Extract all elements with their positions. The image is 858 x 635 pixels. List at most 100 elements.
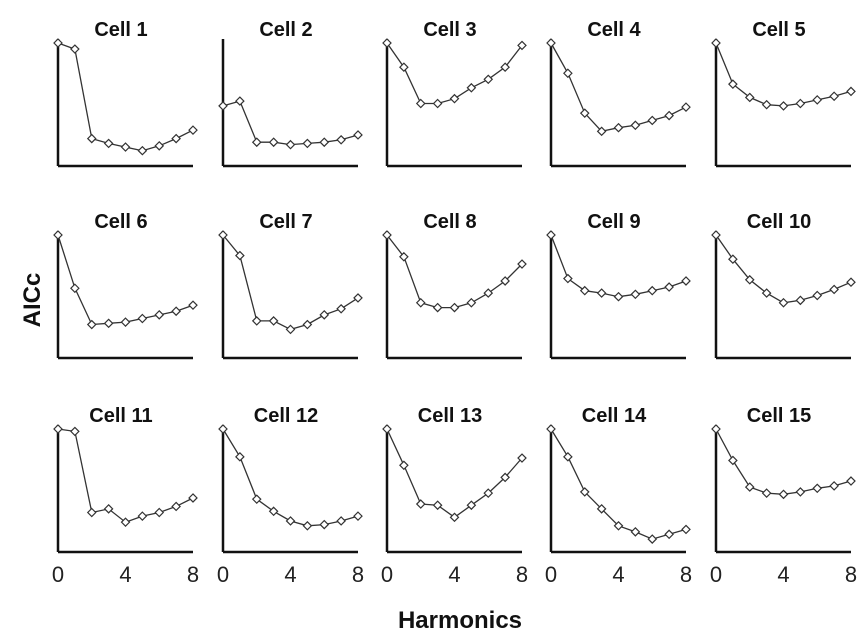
data-point [251,494,262,505]
panel-title: Cell 12 [254,405,318,427]
data-point [613,291,624,302]
data-point [120,317,131,327]
data-point [630,527,641,537]
data-point [120,517,131,528]
series-line [222,234,359,331]
data-point [449,302,460,313]
data-point [761,288,772,298]
data-point [171,501,181,512]
data-point [235,451,245,462]
small-multiples-grid: Cell 1 Cell 2 Cell 3 Cell 4 Cell 5 Cell 6 Cell… [52,19,857,587]
x-tick-label: 4 [448,562,460,587]
panel-13: Cell 13 0 4 8 [381,405,528,587]
data-point [795,295,806,306]
x-tick-label: 0 [52,562,64,587]
data-point [103,504,114,514]
data-point [235,96,245,106]
data-point [415,297,426,308]
data-point [353,293,363,303]
data-point [846,476,856,486]
data-point [70,44,80,54]
x-tick-label: 0 [217,562,229,587]
data-point [517,453,527,463]
series-line [222,100,359,146]
data-point [517,259,527,269]
data-point [218,424,228,434]
panel-9: Cell 9 [546,211,691,360]
data-point [812,95,823,105]
data-point [466,82,477,93]
data-point [432,500,443,511]
data-point [103,138,114,149]
data-point [596,288,607,298]
data-point [846,277,856,288]
x-tick-label: 4 [777,562,789,587]
x-tick-label: 8 [680,562,692,587]
data-point [353,511,363,521]
y-axis-label: AICc [19,273,46,328]
x-axis-label: Harmonics [398,607,522,634]
data-point [596,126,607,137]
data-point [664,282,674,292]
data-point [517,40,527,51]
x-tick-label: 4 [284,562,296,587]
data-point [382,424,392,434]
data-point [711,424,721,434]
series-line [57,42,194,152]
data-point [812,290,823,301]
panel-15: Cell 15 0 4 8 [710,405,857,587]
data-point [218,230,228,240]
data-point [500,472,510,483]
data-point [188,125,198,135]
data-point [103,318,114,329]
x-tick-label: 0 [545,562,557,587]
data-point [829,284,839,295]
data-point [466,500,477,511]
data-point [761,488,772,498]
data-point [86,507,97,518]
data-point [664,110,674,121]
data-point [86,133,97,144]
data-point [268,506,279,517]
panel-title: Cell 9 [587,211,640,233]
data-point [302,319,313,330]
data-point [382,38,392,48]
data-point [336,303,346,314]
data-point [268,316,279,326]
data-point [171,133,181,144]
data-point [728,254,738,265]
data-point [120,142,131,152]
panel-5: Cell 5 [711,19,856,168]
data-point [415,499,426,509]
data-point [647,534,658,544]
data-point [579,487,590,497]
series-line [715,234,852,304]
data-point [483,288,494,298]
data-point [761,99,772,110]
panel-title: Cell 8 [423,211,476,233]
panel-1: Cell 1 [53,19,198,168]
panel-11: Cell 11 0 4 8 [52,405,199,587]
x-tick-label: 4 [612,562,624,587]
data-point [630,120,641,131]
data-point [744,92,755,103]
x-tick-label: 4 [119,562,131,587]
data-point [399,460,409,471]
data-point [812,483,823,494]
data-point [778,489,789,500]
data-point [449,93,460,104]
data-point [319,310,330,320]
panel-2: Cell 2 [218,19,363,168]
data-point [53,230,63,240]
data-point [744,274,755,285]
data-point [630,289,641,300]
data-point [681,524,691,535]
data-point [188,493,198,503]
data-point [336,516,346,526]
data-point [137,511,148,521]
series-line [222,428,359,527]
data-point [251,316,262,326]
data-point [53,38,63,48]
data-point [285,324,296,335]
data-point [137,145,148,156]
